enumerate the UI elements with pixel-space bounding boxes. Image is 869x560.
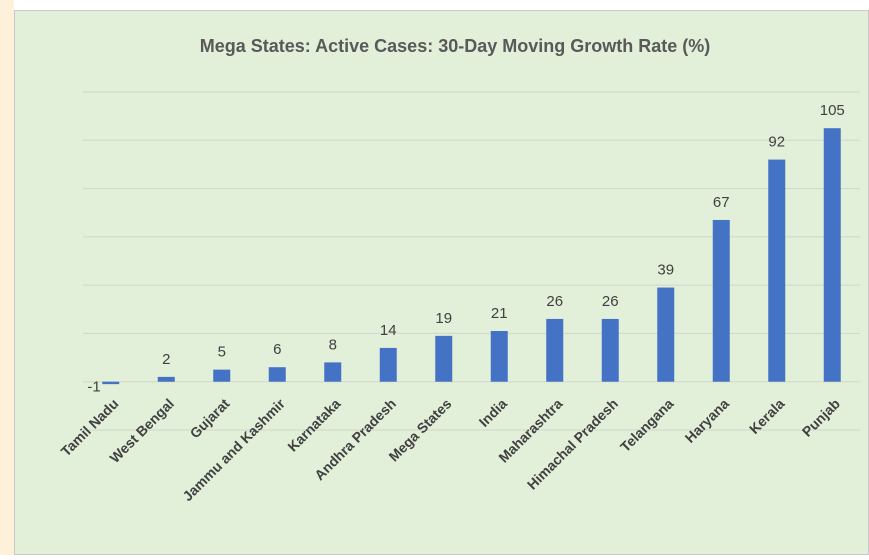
bar xyxy=(712,219,730,382)
data-label: 19 xyxy=(435,310,452,327)
bar xyxy=(768,159,786,382)
data-label: 92 xyxy=(768,134,785,151)
bar xyxy=(601,318,619,382)
bar xyxy=(268,367,286,382)
bar xyxy=(823,128,841,382)
data-label: 2 xyxy=(162,351,170,368)
data-label: 105 xyxy=(820,102,845,119)
data-label: 21 xyxy=(491,305,508,322)
data-label: -1 xyxy=(87,379,100,396)
bar xyxy=(657,287,675,382)
data-label: 8 xyxy=(329,336,337,353)
side-strip xyxy=(0,0,14,555)
bar xyxy=(102,381,120,385)
data-label: 67 xyxy=(713,194,730,211)
bar xyxy=(379,347,397,382)
data-label: 26 xyxy=(546,293,563,310)
bar xyxy=(546,318,564,382)
bar xyxy=(435,335,453,382)
data-label: 26 xyxy=(602,293,619,310)
data-label: 39 xyxy=(657,262,674,279)
data-label: 6 xyxy=(273,341,281,358)
bar xyxy=(324,362,342,382)
data-label: 14 xyxy=(380,322,397,339)
bar xyxy=(157,376,175,382)
bar xyxy=(213,369,231,382)
bar xyxy=(490,331,508,382)
chart-title: Mega States: Active Cases: 30-Day Moving… xyxy=(200,36,710,56)
data-label: 5 xyxy=(218,344,226,361)
